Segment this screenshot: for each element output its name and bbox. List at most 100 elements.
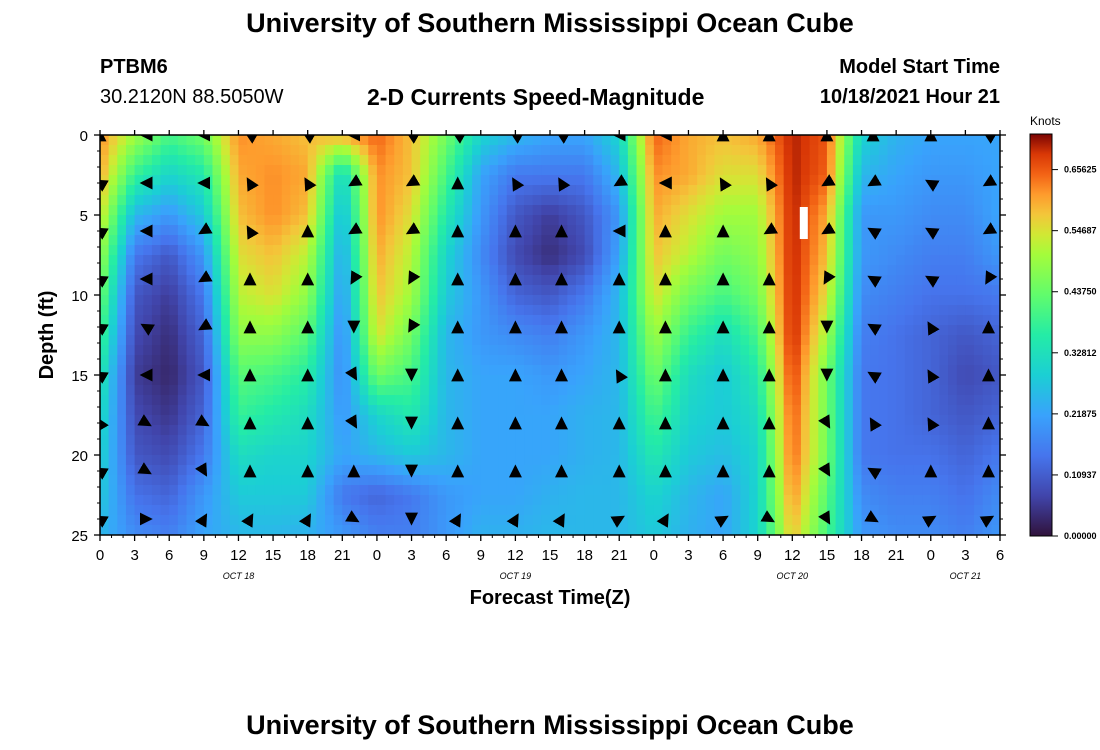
heat-cell [775, 505, 785, 516]
heat-cell [480, 445, 491, 456]
heat-cell [186, 445, 196, 456]
heat-cell [100, 255, 110, 266]
heat-cell [723, 525, 733, 535]
heat-cell [247, 485, 257, 496]
heat-cell [143, 525, 153, 535]
heat-cell [896, 395, 906, 406]
heat-cell [922, 375, 932, 386]
heat-cell [264, 495, 274, 506]
heat-cell [558, 475, 568, 486]
heat-cell [402, 355, 413, 366]
heat-cell [394, 505, 404, 516]
heat-cell [108, 375, 118, 386]
heat-cell [662, 185, 672, 196]
heat-cell [766, 485, 776, 496]
heat-cell [593, 345, 603, 356]
heat-cell [359, 175, 369, 186]
heat-cell [939, 305, 949, 316]
heat-cell [627, 155, 638, 166]
heat-cell [567, 195, 577, 206]
heat-cell [454, 195, 465, 206]
heat-cell [350, 345, 361, 356]
x-tick-label: 6 [719, 547, 727, 564]
heat-cell [775, 175, 785, 186]
heat-cell [376, 505, 387, 516]
heat-cell [472, 365, 482, 376]
x-tick-label: 18 [299, 547, 316, 564]
heat-cell [645, 195, 655, 206]
heat-cell [333, 285, 343, 296]
heat-cell [541, 205, 551, 216]
heat-cell [411, 215, 421, 226]
x-tick-label: 18 [853, 547, 870, 564]
heat-cell [532, 355, 542, 366]
heat-cell [645, 355, 655, 366]
heat-cell [229, 265, 240, 276]
heat-cell [394, 365, 404, 376]
heat-cell [645, 365, 655, 376]
heat-cell [342, 525, 352, 535]
heat-cell [385, 245, 395, 256]
heat-cell [645, 445, 655, 456]
heat-cell [169, 155, 179, 166]
heat-cell [714, 525, 724, 535]
heat-cell [281, 185, 291, 196]
heat-cell [974, 325, 984, 336]
heat-cell [705, 385, 716, 396]
heat-cell [186, 225, 196, 236]
heat-cell [264, 505, 274, 516]
heat-cell [619, 525, 629, 535]
current-arrow [555, 135, 571, 144]
heat-cell [515, 425, 525, 436]
heat-cell [195, 345, 205, 356]
heat-cell [411, 305, 421, 316]
heat-cell [991, 255, 1000, 266]
heat-cell [316, 375, 326, 386]
heat-cell [212, 405, 222, 416]
heat-cell [749, 285, 759, 296]
heat-cell [177, 285, 188, 296]
heat-cell [956, 215, 966, 226]
heat-cell [826, 495, 837, 506]
heat-cell [359, 265, 369, 276]
heat-cell [567, 135, 577, 146]
heat-cell [766, 395, 776, 406]
current-arrow [344, 366, 358, 381]
heat-cell [818, 145, 828, 156]
heat-cell [766, 215, 776, 226]
heat-cell [273, 255, 283, 266]
heat-cell [575, 405, 586, 416]
heat-cell [325, 245, 335, 256]
heat-cell [974, 205, 984, 216]
heat-cell [489, 335, 499, 346]
heat-cell [420, 475, 430, 486]
heat-cell [740, 385, 750, 396]
heat-cell [818, 425, 828, 436]
heat-cell [195, 265, 205, 276]
heat-cell [627, 145, 638, 156]
heat-cell [601, 325, 612, 336]
heat-cell [290, 475, 300, 486]
heat-cell [679, 505, 690, 516]
heat-cell [930, 185, 941, 196]
heat-cell [575, 355, 586, 366]
heat-cell [688, 275, 698, 286]
heat-cell [792, 255, 802, 266]
heat-cell [904, 355, 915, 366]
heat-cell [878, 415, 889, 426]
heat-cell [342, 245, 352, 256]
heat-cell [619, 275, 629, 286]
heat-cell [619, 205, 629, 216]
heat-cell [437, 365, 447, 376]
heat-cell [506, 495, 516, 506]
heat-cell [325, 415, 335, 426]
heat-cell [229, 375, 240, 386]
heat-cell [402, 335, 413, 346]
heat-cell [939, 275, 949, 286]
heat-cell [212, 215, 222, 226]
heat-cell [593, 525, 603, 535]
heat-cell [809, 305, 819, 316]
current-arrow [100, 179, 109, 192]
heat-cell [636, 135, 646, 146]
heat-cell [575, 185, 586, 196]
